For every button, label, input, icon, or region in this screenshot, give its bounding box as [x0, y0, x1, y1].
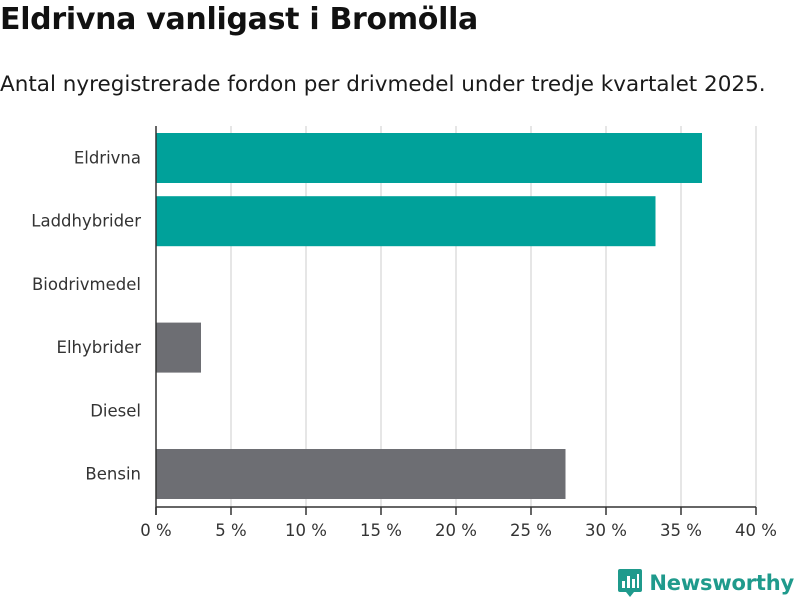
bar-chart-pin-icon	[618, 569, 643, 597]
bar	[156, 133, 702, 183]
x-tick-label: 15 %	[360, 521, 402, 540]
category-label: Eldrivna	[74, 149, 141, 168]
x-tick-label: 0 %	[140, 521, 171, 540]
x-tick-label: 25 %	[510, 521, 552, 540]
bar-chart: Eldrivna Laddhybrider Biodrivmedel Elhybrid…	[31, 126, 777, 540]
category-label: Laddhybrider	[31, 212, 141, 231]
bar	[156, 449, 566, 499]
x-tick-label: 20 %	[435, 521, 477, 540]
category-label: Bensin	[85, 465, 141, 484]
category-label: Biodrivmedel	[32, 275, 141, 294]
category-label: Diesel	[90, 401, 141, 420]
brand-name: Newsworthy	[649, 571, 794, 595]
x-tick-label: 30 %	[585, 521, 627, 540]
x-tick-label: 35 %	[660, 521, 702, 540]
bar	[156, 322, 201, 373]
category-label: Elhybrider	[57, 338, 142, 357]
x-tick-label: 40 %	[735, 521, 777, 540]
brand-logo: Newsworthy	[617, 568, 794, 598]
chart-title: Eldrivna vanligast i Bromölla	[0, 2, 478, 37]
x-tick-label: 10 %	[285, 521, 327, 540]
x-tick-label: 5 %	[215, 521, 246, 540]
chart-subtitle: Antal nyregistrerade fordon per drivmede…	[0, 72, 766, 97]
bar	[156, 196, 656, 247]
